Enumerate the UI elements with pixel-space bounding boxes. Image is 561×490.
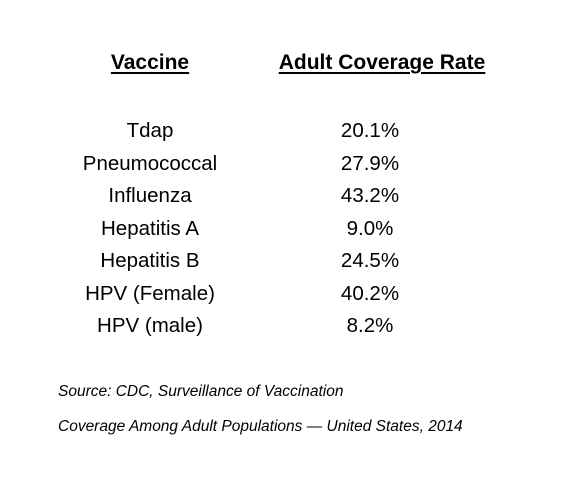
header-coverage-rate: Adult Coverage Rate <box>278 51 486 74</box>
coverage-rate: 20.1% <box>340 119 400 142</box>
coverage-rate: 40.2% <box>340 281 400 305</box>
table-row: Influenza 43.2% <box>0 180 561 213</box>
table-row: HPV (male) 8.2% <box>0 310 561 343</box>
source-line-1: Source: CDC, Surveillance of Vaccination <box>58 383 344 400</box>
header-vaccine: Vaccine <box>110 51 190 74</box>
coverage-rate: 43.2% <box>340 184 400 207</box>
vaccine-name: HPV (male) <box>97 314 203 337</box>
vaccine-name: Influenza <box>108 184 192 207</box>
table-body: Tdap 20.1% Pneumococcal 27.9% Influenza … <box>0 115 561 343</box>
coverage-rate: 9.0% <box>346 216 394 240</box>
source-citation: Source: CDC, Surveillance of Vaccination… <box>58 374 538 444</box>
vaccine-name: Hepatitis B <box>100 249 200 272</box>
vaccine-name: Pneumococcal <box>82 151 218 175</box>
vaccine-name: HPV (Female) <box>85 281 215 305</box>
table-header: Vaccine Adult Coverage Rate <box>0 51 561 81</box>
vaccine-name: Hepatitis A <box>101 216 199 240</box>
table-row: Pneumococcal 27.9% <box>0 148 561 181</box>
table-row: Hepatitis B 24.5% <box>0 245 561 278</box>
source-line-2: Coverage Among Adult Populations — Unite… <box>58 418 463 435</box>
coverage-rate: 27.9% <box>340 151 400 175</box>
coverage-rate: 24.5% <box>340 249 400 272</box>
coverage-rate: 8.2% <box>346 314 394 337</box>
table-row: Hepatitis A 9.0% <box>0 213 561 246</box>
table-row: Tdap 20.1% <box>0 115 561 148</box>
table-row: HPV (Female) 40.2% <box>0 278 561 311</box>
vaccine-name: Tdap <box>126 119 174 142</box>
